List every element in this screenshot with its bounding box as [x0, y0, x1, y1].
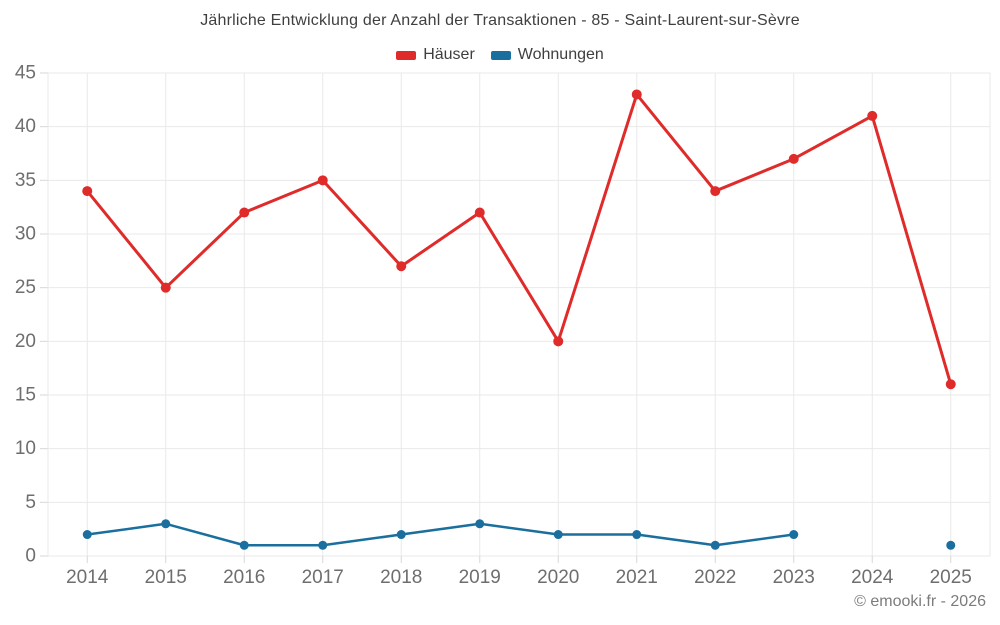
- legend-label-haeuser: Häuser: [423, 46, 475, 63]
- y-axis-label: 5: [25, 492, 36, 513]
- legend-swatch-haeuser: [396, 50, 417, 60]
- legend-item-haeuser[interactable]: Häuser: [396, 46, 475, 64]
- point-wohnungen-2025: [946, 540, 956, 550]
- point-häuser-2017: [317, 175, 328, 186]
- x-axis-label: 2018: [380, 567, 422, 588]
- series-line: [86, 522, 795, 547]
- x-axis-label: 2021: [616, 567, 658, 588]
- point-wohnungen-2022: [710, 540, 720, 550]
- y-axis-label: 15: [15, 385, 36, 406]
- point-häuser-2022: [710, 186, 721, 197]
- point-wohnungen-2016: [239, 540, 249, 550]
- chart-title: Jährliche Entwicklung der Anzahl der Tra…: [200, 12, 800, 29]
- x-axis-label: 2024: [851, 567, 894, 588]
- point-häuser-2016: [239, 207, 250, 218]
- legend-item-wohnungen[interactable]: Wohnungen: [490, 46, 604, 64]
- legend: Häuser Wohnungen: [0, 46, 1000, 64]
- y-axis-label: 35: [15, 170, 36, 191]
- y-axis-label: 25: [15, 277, 36, 298]
- point-häuser-2015: [160, 282, 171, 293]
- point-häuser-2024: [867, 110, 878, 121]
- y-grid-and-labels: 0 5 10 15 20 25 30 35 40 45: [15, 63, 990, 567]
- point-wohnungen-2021: [632, 530, 642, 540]
- x-axis-label: 2017: [302, 567, 344, 588]
- y-axis-label: 40: [15, 116, 36, 137]
- point-häuser-2021: [631, 89, 642, 100]
- point-wohnungen-2018: [396, 530, 406, 540]
- point-häuser-2018: [396, 261, 407, 272]
- legend-swatch-wohnungen: [490, 50, 511, 60]
- y-axis-label: 20: [15, 331, 36, 352]
- point-wohnungen-2023: [789, 530, 799, 540]
- x-grid-and-labels: 2014 2015 2016 2017 2018 2019 2020 2021 2022 2023…: [47, 73, 991, 588]
- y-axis-label: 10: [15, 438, 36, 459]
- point-häuser-2014: [82, 186, 93, 197]
- point-wohnungen-2017: [318, 540, 328, 550]
- y-axis-label: 30: [15, 224, 36, 245]
- legend-label-wohnungen: Wohnungen: [517, 46, 604, 63]
- point-wohnungen-2014: [82, 530, 92, 540]
- series-haeuser: [82, 89, 956, 390]
- x-axis-label: 2016: [223, 567, 265, 588]
- x-axis-label: 2023: [773, 567, 815, 588]
- point-häuser-2019: [474, 207, 485, 218]
- x-axis-label: 2022: [694, 567, 736, 588]
- point-wohnungen-2015: [161, 519, 171, 529]
- x-axis-label: 2019: [459, 567, 501, 588]
- x-axis-label: 2020: [537, 567, 579, 588]
- x-axis-label: 2025: [930, 567, 972, 588]
- y-axis-label: 0: [25, 546, 36, 567]
- point-häuser-2020: [553, 336, 564, 347]
- series-line: [85, 92, 953, 386]
- x-axis-label: 2014: [66, 567, 109, 588]
- x-axis-label: 2015: [145, 567, 187, 588]
- copyright-credit: © emooki.fr - 2026: [854, 593, 986, 610]
- point-häuser-2023: [788, 153, 799, 164]
- point-wohnungen-2019: [475, 519, 485, 529]
- y-axis-label: 45: [15, 63, 36, 84]
- point-wohnungen-2020: [553, 530, 563, 540]
- point-häuser-2025: [945, 379, 956, 390]
- series-wohnungen: [82, 519, 956, 550]
